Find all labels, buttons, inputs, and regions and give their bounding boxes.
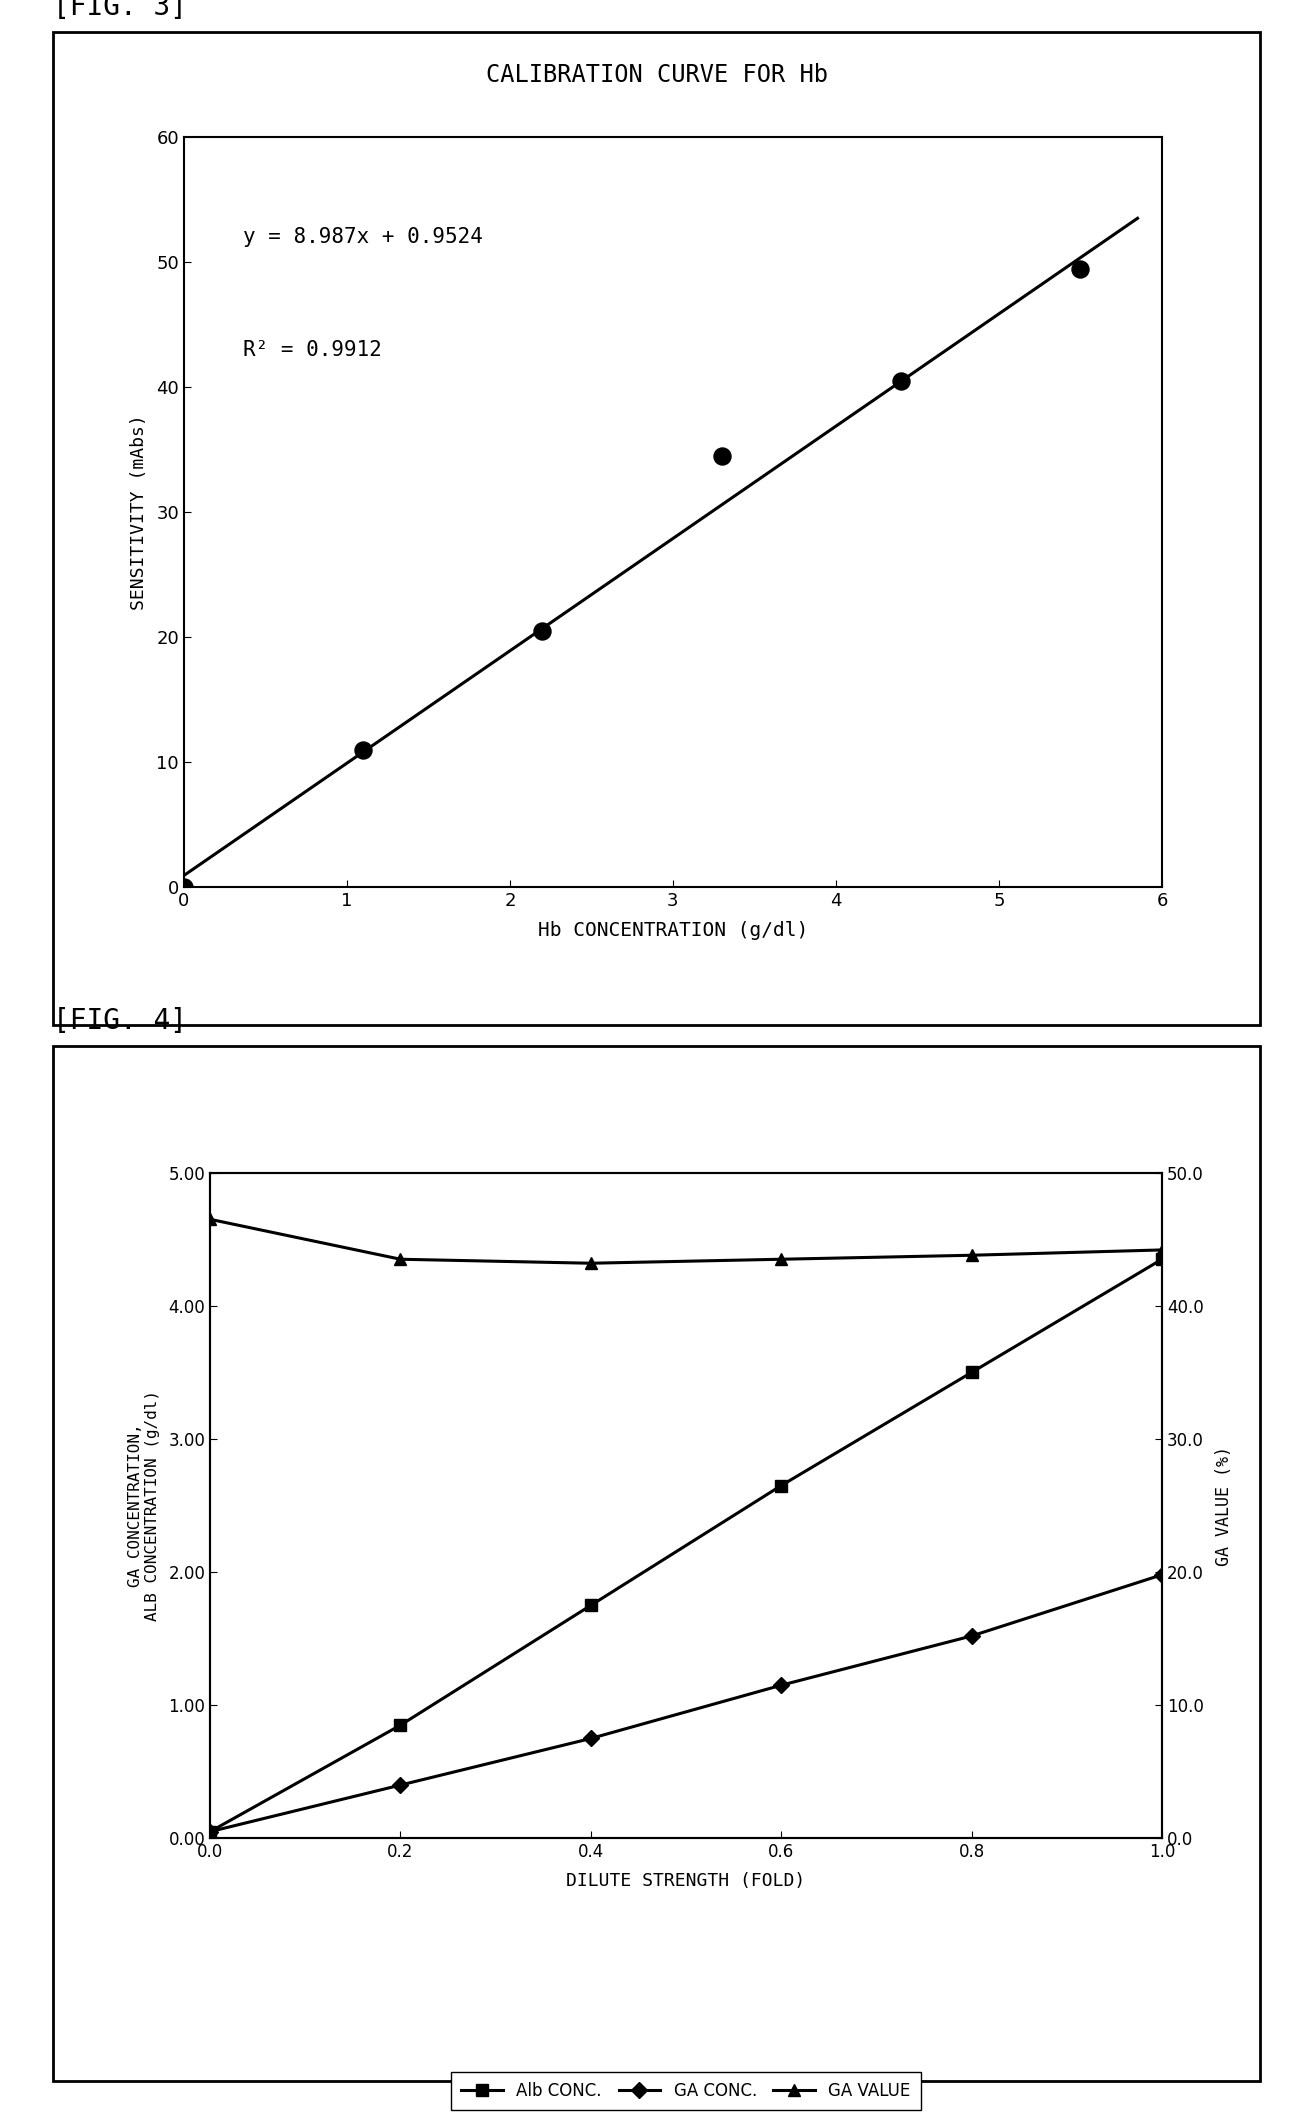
Point xyxy=(532,615,553,649)
Y-axis label: SENSITIVITY (mAbs): SENSITIVITY (mAbs) xyxy=(130,414,148,611)
Point xyxy=(1070,251,1091,285)
Point xyxy=(890,363,911,397)
Text: [FIG. 4]: [FIG. 4] xyxy=(53,1008,186,1035)
Text: [FIG. 3]: [FIG. 3] xyxy=(53,0,186,21)
Legend: Alb CONC., GA CONC., GA VALUE: Alb CONC., GA CONC., GA VALUE xyxy=(452,2071,920,2109)
Y-axis label: GA VALUE (%): GA VALUE (%) xyxy=(1215,1445,1233,1566)
X-axis label: DILUTE STRENGTH (FOLD): DILUTE STRENGTH (FOLD) xyxy=(566,1872,806,1891)
Y-axis label: GA CONCENTRATION,
ALB CONCENTRATION (g/dl): GA CONCENTRATION, ALB CONCENTRATION (g/d… xyxy=(127,1390,160,1621)
Text: R² = 0.9912: R² = 0.9912 xyxy=(243,340,381,359)
Text: CALIBRATION CURVE FOR Hb: CALIBRATION CURVE FOR Hb xyxy=(486,63,827,87)
Point xyxy=(353,733,374,767)
Text: y = 8.987x + 0.9524: y = 8.987x + 0.9524 xyxy=(243,228,482,247)
Point xyxy=(173,871,194,904)
X-axis label: Hb CONCENTRATION (g∕dl): Hb CONCENTRATION (g∕dl) xyxy=(538,921,807,940)
Point xyxy=(712,440,733,473)
